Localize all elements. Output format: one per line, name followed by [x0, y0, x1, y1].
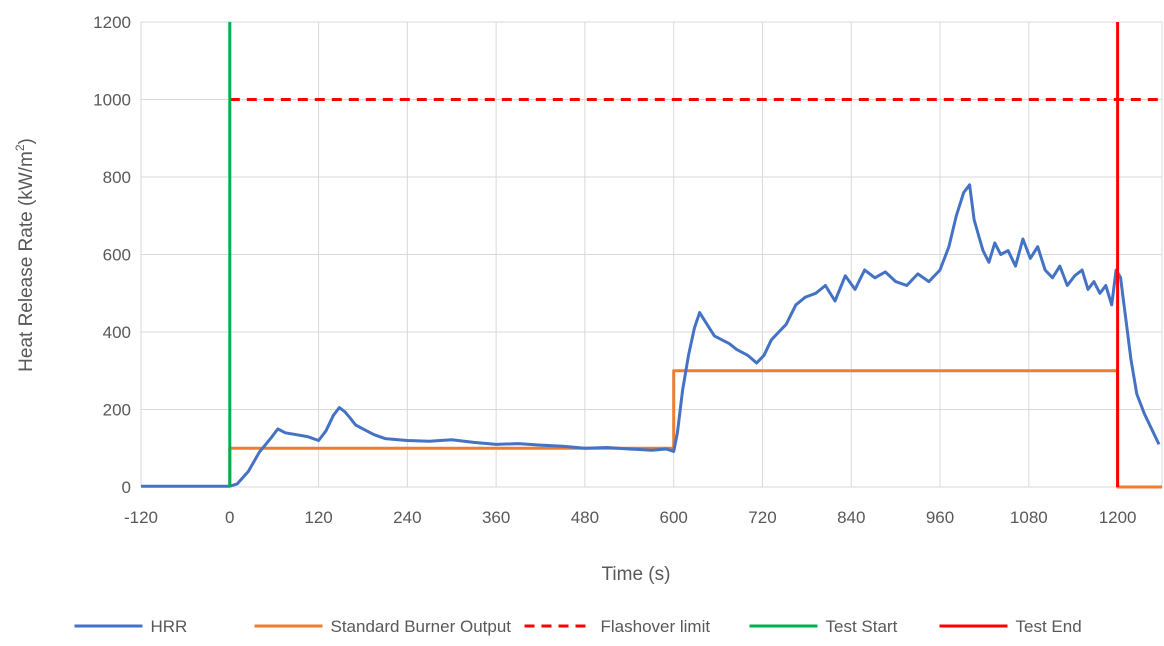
legend-label: Test Start [826, 617, 898, 636]
tick-labels: 0 200 400 600 800 1000 1200 -120 0 120 240 360 480 60… [93, 13, 1136, 527]
y-tick-label: 1000 [93, 91, 131, 110]
legend-item-flashover: Flashover limit [524, 617, 711, 636]
legend-item-test-end: Test End [939, 617, 1082, 636]
series-layer [141, 22, 1162, 489]
x-tick-label: 1080 [1010, 508, 1048, 527]
y-axis-title: Heat Release Rate (kW/m2) [13, 138, 37, 372]
y-tick-label: 800 [103, 168, 131, 187]
y-tick-label: 1200 [93, 13, 131, 32]
x-tick-label: 120 [304, 508, 332, 527]
legend-label: Test End [1016, 617, 1082, 636]
hrr-series [141, 183, 1161, 488]
legend-label: HRR [151, 617, 188, 636]
legend-item-burner: Standard Burner Output [254, 617, 512, 636]
y-axis-title-end: ) [16, 138, 37, 144]
x-tick-label: -120 [124, 508, 158, 527]
x-tick-label: 480 [571, 508, 599, 527]
legend: HRR Standard Burner Output Flashover limit… [74, 617, 1082, 636]
legend-item-hrr: HRR [74, 617, 188, 636]
legend-label: Standard Burner Output [331, 617, 512, 636]
x-tick-label: 360 [482, 508, 510, 527]
x-tick-label: 840 [837, 508, 865, 527]
y-tick-label: 0 [122, 478, 131, 497]
y-tick-label: 400 [103, 323, 131, 342]
y-tick-label: 600 [103, 246, 131, 265]
x-tick-label: 1200 [1099, 508, 1137, 527]
burner-output-series [228, 369, 1162, 489]
x-tick-label: 0 [225, 508, 234, 527]
legend-label: Flashover limit [601, 617, 711, 636]
x-tick-label: 960 [926, 508, 954, 527]
x-tick-label: 600 [660, 508, 688, 527]
x-tick-label: 720 [748, 508, 776, 527]
y-axis-title-main: Heat Release Rate (kW/m [16, 151, 37, 372]
y-tick-label: 200 [103, 401, 131, 420]
x-axis-title: Time (s) [602, 564, 671, 585]
y-axis-title-sup: 2 [13, 144, 27, 151]
x-tick-label: 240 [393, 508, 421, 527]
legend-item-test-start: Test Start [749, 617, 898, 636]
